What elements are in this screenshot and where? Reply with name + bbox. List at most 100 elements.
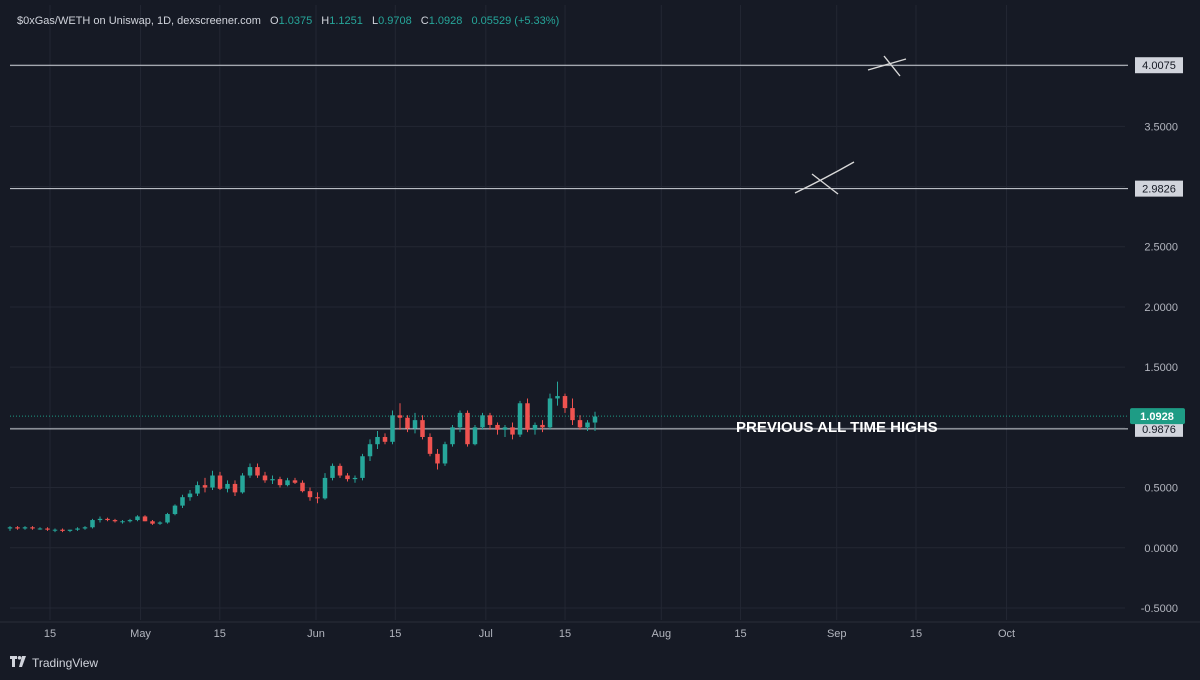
candle	[127, 518, 133, 523]
candle-body	[150, 521, 155, 524]
candle	[195, 481, 200, 496]
x-tick-label: 15	[910, 628, 922, 640]
candle-body	[135, 516, 140, 521]
x-tick-label: 15	[734, 628, 746, 640]
tradingview-brand: TradingView	[32, 656, 99, 670]
candle-body	[450, 427, 455, 445]
candle-body	[52, 529, 58, 531]
candle-body	[375, 436, 380, 445]
candle-body	[37, 528, 43, 530]
candle	[60, 528, 65, 533]
candle-body	[180, 497, 185, 506]
candle	[367, 439, 373, 462]
candle-body	[82, 527, 88, 529]
candle	[517, 400, 523, 437]
candle	[435, 449, 440, 470]
candle	[592, 411, 598, 431]
candle-body	[285, 480, 290, 486]
candle-body	[270, 479, 275, 481]
candle	[270, 475, 275, 484]
candle	[577, 415, 583, 430]
x-tick-label: Aug	[651, 628, 671, 640]
candle-body	[352, 477, 358, 480]
candle-body	[30, 527, 35, 529]
candle-body	[517, 403, 523, 435]
candle-body	[570, 408, 575, 421]
candle-body	[292, 480, 298, 483]
price-label-box	[1135, 420, 1183, 437]
candle	[187, 489, 193, 501]
candlestick-series	[7, 381, 598, 533]
time-axis[interactable]: 15 May 15 Jun 15 Jul 15 Aug 15 Sep 15 Oct	[0, 621, 1200, 640]
candle-body	[112, 520, 118, 522]
candle-body	[487, 415, 493, 425]
candle-body	[337, 465, 343, 476]
candle-body	[592, 416, 598, 423]
previous-ath-annotation: PREVIOUS ALL TIME HIGHS	[736, 419, 938, 436]
candle	[277, 476, 283, 488]
candle	[15, 526, 20, 530]
candle	[337, 463, 343, 478]
candle	[555, 381, 560, 406]
candle-body	[172, 505, 178, 515]
candle	[480, 412, 485, 430]
y-tick-label: -0.5000	[1141, 603, 1178, 615]
candle	[502, 424, 508, 437]
candle	[300, 480, 305, 493]
cross-mark-lower	[794, 161, 855, 194]
candle	[210, 470, 215, 490]
candle-body	[427, 436, 433, 454]
candle	[75, 527, 80, 531]
candle	[165, 512, 170, 524]
candle-body	[322, 477, 328, 499]
candle-body	[157, 522, 163, 524]
candle	[487, 412, 493, 430]
candle	[457, 410, 463, 433]
candle	[562, 393, 568, 413]
candle	[90, 518, 95, 529]
x-tick-label: Sep	[827, 628, 847, 640]
candle-body	[390, 415, 395, 442]
candle-body	[480, 415, 485, 428]
candle	[52, 528, 58, 533]
candle-body	[555, 396, 560, 399]
y-tick-label: 2.5000	[1144, 242, 1178, 254]
x-tick-label: Jun	[307, 628, 325, 640]
candle	[405, 415, 410, 433]
candle-body	[510, 427, 515, 435]
candle	[7, 526, 13, 531]
candle	[255, 463, 260, 478]
candle	[472, 424, 478, 446]
candle-body	[397, 415, 403, 418]
candle	[345, 473, 350, 482]
candle	[375, 430, 380, 450]
candle	[510, 422, 515, 440]
candle-body	[345, 475, 350, 480]
price-label-box	[1135, 180, 1183, 197]
hand-drawn-marks	[794, 55, 907, 195]
x-tick-label: 15	[214, 628, 226, 640]
candle	[352, 475, 358, 483]
y-tick-label: 0.0000	[1144, 543, 1178, 555]
price-label-text: 2.9826	[1142, 184, 1176, 196]
symbol-title[interactable]: $0xGas/WETH on Uniswap, 1D, dexscreener.…	[17, 15, 261, 27]
candle	[97, 516, 103, 523]
candle-body	[465, 412, 470, 445]
candle-body	[97, 518, 103, 521]
candle	[142, 515, 148, 522]
horizontal-lines	[10, 64, 1128, 430]
change-value: 0.05529 (+5.33%)	[471, 15, 560, 27]
candle-body	[367, 444, 373, 457]
candle	[217, 471, 223, 490]
x-tick-label: 15	[389, 628, 401, 640]
price-axis[interactable]: -0.50000.00000.50001.00001.50002.00002.5…	[1141, 61, 1178, 615]
high-label: H	[321, 15, 330, 27]
candle-body	[232, 483, 238, 493]
candle-body	[75, 528, 80, 530]
tradingview-logo[interactable]: TradingView	[10, 656, 98, 670]
open-label: O	[270, 15, 279, 27]
x-tick-label: May	[130, 628, 151, 640]
candle-body	[300, 482, 305, 492]
